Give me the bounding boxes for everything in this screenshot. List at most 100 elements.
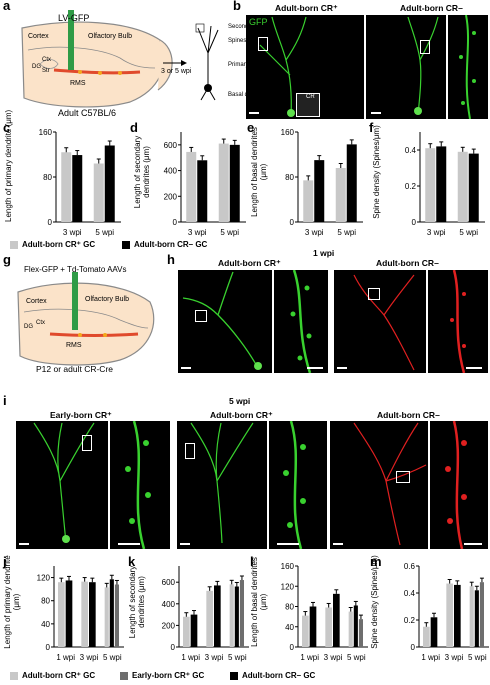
panel-label-l: l: [250, 554, 254, 569]
y-tick-label: 600: [164, 141, 178, 150]
bar: [474, 590, 479, 647]
h-scalebar-zoom-neg: [466, 367, 482, 369]
panel-label-c: c: [3, 120, 11, 135]
h-cr-neg-title: Adult-born CR–: [376, 258, 439, 268]
panel-label-b: b: [233, 0, 241, 13]
b-scalebar-neg: [371, 112, 381, 114]
y-tick-label: 0: [171, 643, 176, 652]
a-dg-label: DG: [32, 64, 41, 70]
a-rms-label: RMS: [70, 80, 86, 87]
i-micrograph-cr-pos: [177, 421, 267, 549]
x-tick-label: 5 wpi: [220, 228, 239, 237]
brain-sagittal-diagram-g: [17, 272, 155, 366]
x-tick-label: 5 wpi: [228, 653, 247, 662]
x-tick-label: 1 wpi: [56, 653, 75, 662]
x-tick-label: 5 wpi: [459, 228, 478, 237]
b-cr-pos-title: Adult-born CR⁺: [275, 3, 338, 13]
h-scalebar-zoom-pos: [307, 367, 323, 369]
i-roi-box-neg: [396, 471, 410, 483]
panel-label-e: e: [247, 120, 255, 135]
legend-1: Adult-born CR⁺ GC Adult-born CR– GC: [10, 240, 310, 252]
x-tick-label: 1 wpi: [421, 653, 440, 662]
bar: [72, 155, 83, 222]
i-micrograph-early: [16, 421, 108, 549]
legend-1-swatch-pos: [10, 241, 18, 249]
bar: [303, 180, 314, 222]
bar: [346, 144, 357, 222]
chart-e: 0 80 160 3 wpi 5 wpi: [281, 128, 363, 237]
y-tick-label: 160: [281, 128, 295, 137]
bar: [81, 581, 88, 647]
bar: [430, 617, 438, 647]
y-tick-label: 400: [162, 600, 176, 609]
bar: [190, 614, 198, 647]
g-ob-label: Olfactory Bulb: [85, 296, 129, 303]
h-zoom-cr-neg: [428, 270, 488, 373]
y-tick-label: 0.2: [404, 616, 416, 625]
i-time-label: 5 wpi: [229, 396, 251, 406]
y-tick-label: 0.6: [404, 562, 416, 571]
chart-k: 0 200 400 600 1 wpi 3 wpi 5 wpi: [162, 566, 249, 662]
b-micrograph-cr-pos: CR GFP: [246, 15, 364, 119]
panel-a-neuron-diagram: 3 or 5 wpi: [161, 18, 238, 103]
h-micrograph-cr-pos: [178, 270, 272, 373]
bar: [425, 148, 436, 222]
legend-1-label-neg: Adult-born CR– GC: [134, 240, 208, 249]
chart-f: 0 0.2 0.4 3 wpi 5 wpi: [405, 132, 485, 237]
g-rms-label: RMS: [66, 342, 82, 349]
i-cr-neg-title: Adult-born CR–: [377, 410, 440, 420]
b-cr-inset-label: CR: [306, 94, 315, 100]
g-mouse-label: P12 or adult CR-Cre: [36, 364, 114, 374]
b-gfp-label: GFP: [249, 17, 268, 27]
legend-2: Adult-born CR⁺ GC Early-born CR⁺ GC Adul…: [10, 671, 410, 683]
bar: [468, 153, 479, 222]
i-scalebar-neg: [333, 543, 343, 545]
panel-label-j: j: [3, 554, 7, 569]
b-roi-box-pos: [258, 37, 268, 51]
i-roi-box-early: [82, 435, 92, 451]
x-tick-label: 3 wpi: [445, 653, 464, 662]
x-tick-label: 3 wpi: [305, 228, 324, 237]
k-ylabel: Length of secondary dendrites (μm): [128, 565, 146, 639]
bar: [218, 143, 229, 222]
g-ctx-label: Ctx: [36, 320, 45, 326]
legend-2-swatch-early: [120, 672, 128, 680]
c-ylabel: Length of primary dendrite (μm): [4, 109, 13, 222]
bar: [197, 160, 208, 222]
h-micrograph-cr-neg: [334, 270, 426, 373]
bar: [325, 607, 332, 647]
y-tick-label: 0.4: [404, 589, 416, 598]
y-tick-label: 400: [164, 167, 178, 176]
i-scalebar-early: [19, 543, 29, 545]
bar: [309, 606, 317, 647]
bar: [333, 593, 340, 647]
y-tick-label: 120: [281, 582, 295, 591]
x-tick-label: 5 wpi: [103, 653, 122, 662]
i-micrograph-cr-neg: [330, 421, 428, 549]
legend-1-label-pos: Adult-born CR⁺ GC: [22, 240, 96, 249]
y-tick-label: 200: [164, 192, 178, 201]
y-tick-label: 160: [39, 128, 53, 137]
x-tick-label: 3 wpi: [63, 228, 82, 237]
y-tick-label: 80: [285, 173, 294, 182]
h-cr-pos-title: Adult-born CR⁺: [218, 258, 281, 268]
h-zoom-cr-pos: [274, 270, 328, 373]
bar: [436, 146, 447, 222]
bar: [206, 590, 213, 647]
bar: [65, 580, 73, 647]
panel-label-m: m: [370, 554, 382, 569]
y-tick-label: 160: [281, 562, 295, 571]
bar: [457, 151, 468, 222]
y-tick-label: 0.4: [405, 146, 417, 155]
bar: [358, 619, 363, 647]
y-tick-label: 0: [173, 218, 178, 227]
y-tick-label: 0: [290, 643, 295, 652]
h-roi-box-neg: [368, 288, 380, 300]
bar: [104, 145, 115, 222]
d-ylabel: Length of secondary dendrites (μm): [133, 135, 151, 209]
b-cr-neg-title: Adult-born CR–: [400, 3, 463, 13]
bar: [479, 582, 484, 647]
y-tick-label: 0: [412, 218, 417, 227]
a-str-label: Str: [42, 68, 50, 74]
legend-2-swatch-neg: [230, 672, 238, 680]
